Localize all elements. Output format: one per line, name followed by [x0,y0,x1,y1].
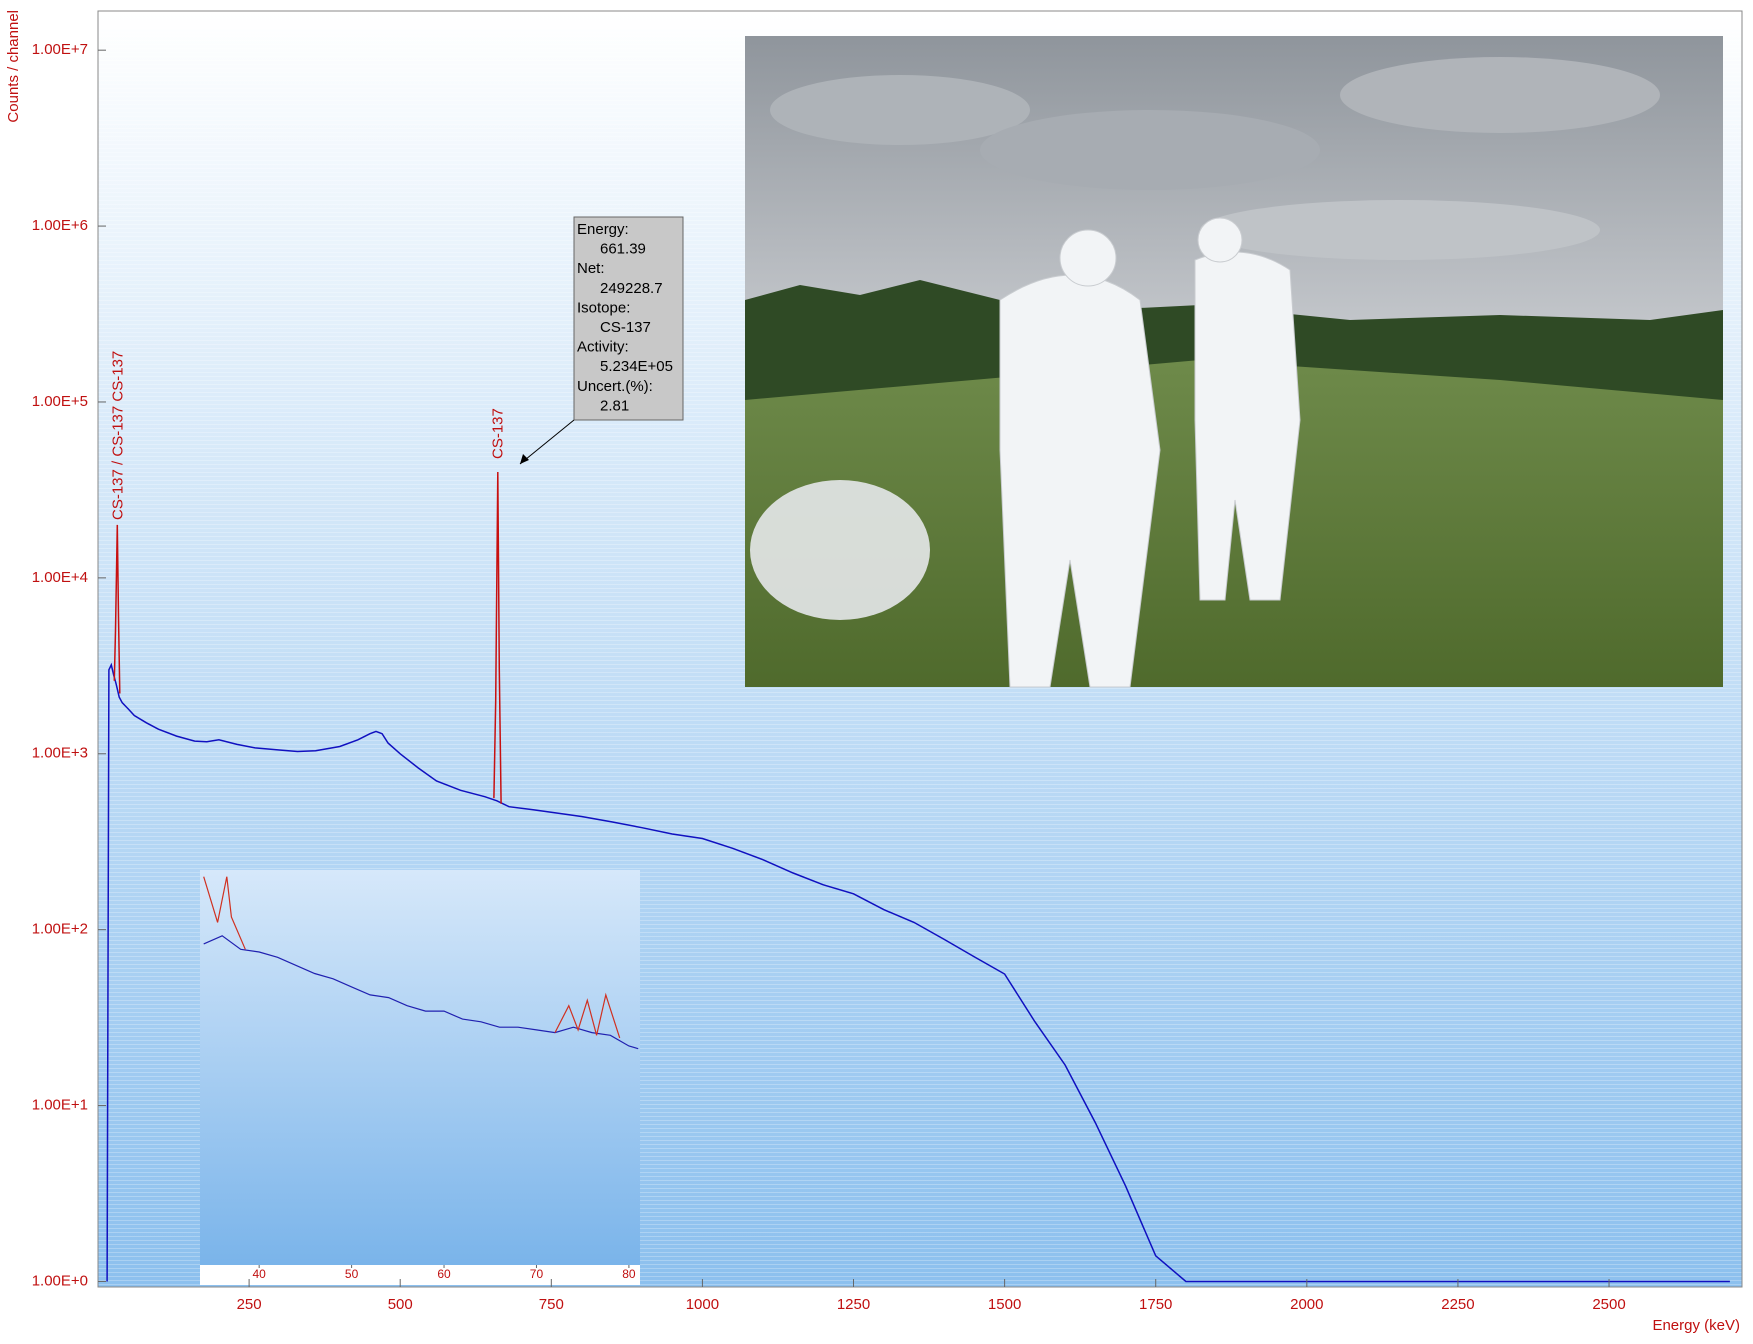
y-tick-label: 1.00E+0 [32,1272,88,1289]
tooltip-line: Uncert.(%): [577,378,653,395]
y-axis-label: Counts / channel [5,10,22,123]
y-tick-label: 1.00E+7 [32,41,88,58]
cloud [1200,200,1600,260]
chart: Energy: 661.39 Net: 249228.7 Isotope: CS-137 A… [0,0,1753,1339]
y-tick-label: 1.00E+2 [32,921,88,938]
inset-x-tick-label: 60 [437,1267,451,1281]
x-tick-label: 2500 [1592,1296,1625,1313]
cloud [770,75,1030,145]
tooltip-line: 5.234E+05 [600,358,673,375]
x-tick-label: 250 [237,1296,262,1313]
cloud [980,110,1320,190]
tooltip-line: CS-137 [600,319,651,336]
y-tick-label: 1.00E+6 [32,217,88,234]
peak-label: CS-137 / CS-137 CS-137 [109,351,126,520]
tooltip-line: Net: [577,260,605,277]
x-tick-label: 750 [539,1296,564,1313]
tooltip-line: Energy: [577,221,629,238]
x-axis-label: Energy (keV) [1652,1317,1740,1334]
cloud [1340,57,1660,133]
tooltip-line: 2.81 [600,397,629,414]
tooltip-line: 661.39 [600,241,646,258]
x-tick-label: 1000 [686,1296,719,1313]
y-tick-label: 1.00E+5 [32,393,88,410]
y-tick-label: 1.00E+4 [32,569,88,586]
tooltip-line: 249228.7 [600,280,663,297]
x-tick-label: 2000 [1290,1296,1323,1313]
photo [745,36,1723,687]
inset-x-tick-label: 50 [345,1267,359,1281]
inset-area [200,870,640,1265]
person-head [1198,218,1242,262]
y-tick-label: 1.00E+1 [32,1097,88,1114]
inset-x-tick-label: 40 [252,1267,266,1281]
x-tick-label: 1250 [837,1296,870,1313]
page: Energy: 661.39 Net: 249228.7 Isotope: CS-137 A… [0,0,1753,1344]
plastic-bag [750,480,930,620]
person [1195,252,1300,600]
inset-x-tick-label: 80 [622,1267,636,1281]
inset-axis-strip [200,1265,640,1285]
peak-label: CS-137 [490,408,507,459]
tooltip-line: Isotope: [577,299,630,316]
inset-x-tick-label: 70 [530,1267,544,1281]
x-tick-label: 2250 [1441,1296,1474,1313]
person-head [1060,230,1116,286]
x-tick-label: 1750 [1139,1296,1172,1313]
tooltip-line: Activity: [577,339,629,356]
person [1000,275,1160,687]
x-tick-label: 1500 [988,1296,1021,1313]
x-tick-label: 500 [388,1296,413,1313]
y-tick-label: 1.00E+3 [32,745,88,762]
